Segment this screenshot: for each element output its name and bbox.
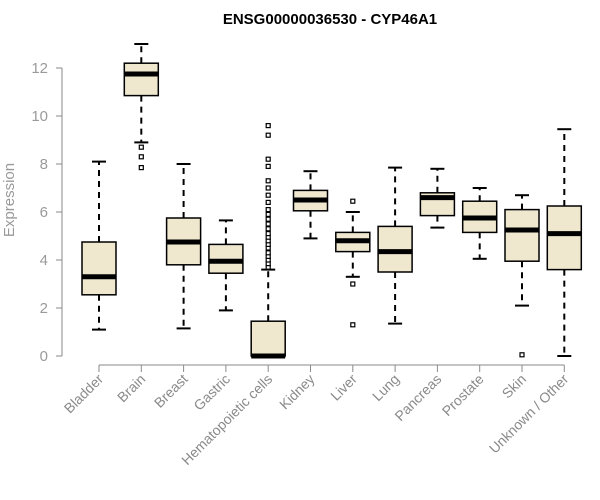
x-tick-label: Unknown / Other — [486, 371, 572, 457]
outlier-point — [265, 192, 271, 198]
outlier-point — [265, 163, 271, 169]
plot-area — [81, 43, 583, 359]
box-group — [504, 194, 540, 358]
outlier-point — [265, 250, 271, 256]
outlier-point — [265, 211, 271, 217]
x-tick-label: Breast — [151, 371, 191, 411]
outlier-point — [265, 132, 271, 138]
box-group — [123, 43, 160, 171]
outlier-point — [138, 165, 144, 171]
box-iqr — [504, 208, 540, 262]
chart-title: ENSG00000036530 - CYP46A1 — [223, 11, 437, 28]
box-group — [250, 122, 286, 359]
outlier-point — [265, 156, 271, 162]
outlier-point — [138, 154, 144, 160]
y-tick-label: 8 — [40, 156, 48, 173]
outlier-point — [265, 122, 271, 129]
outlier-point — [519, 352, 525, 358]
outlier-point — [265, 226, 271, 232]
outlier-point — [265, 216, 271, 222]
y-tick-label: 2 — [40, 300, 48, 317]
outlier-point — [265, 199, 271, 205]
box-group — [208, 219, 244, 312]
box-iqr — [546, 205, 583, 271]
x-tick-label: Bladder — [61, 371, 107, 417]
outlier-point — [350, 281, 356, 287]
box-group — [546, 128, 583, 357]
outlier-point — [138, 144, 144, 150]
box-group — [335, 198, 371, 328]
y-axis-label: Expression — [1, 163, 18, 237]
y-tick-label: 10 — [31, 108, 48, 125]
outlier-point — [265, 221, 271, 227]
box-group — [377, 166, 413, 325]
box-group — [165, 163, 202, 330]
y-tick-label: 6 — [40, 204, 48, 221]
x-tick-label: Pancreas — [391, 371, 444, 424]
x-tick-label: Kidney — [276, 371, 318, 413]
outlier-point — [350, 322, 356, 328]
box-group — [461, 187, 498, 260]
x-tick-label: Brain — [114, 371, 148, 405]
x-tick-label: Skin — [499, 371, 530, 402]
box-group — [292, 170, 329, 240]
y-tick-label: 12 — [31, 60, 48, 77]
outlier-point — [265, 178, 271, 184]
x-tick-label: Liver — [327, 371, 360, 404]
y-axis: 0 2 4 6 8 10 12 — [31, 60, 63, 365]
outlier-point — [265, 231, 271, 237]
outlier-point — [265, 185, 271, 191]
box-iqr — [123, 62, 160, 97]
box-iqr — [250, 320, 286, 357]
box-group — [419, 167, 456, 229]
outlier-point — [350, 198, 356, 204]
x-tick-label: Prostate — [439, 371, 487, 419]
y-tick-label: 0 — [40, 348, 48, 365]
y-tick-label: 4 — [40, 252, 48, 269]
box-group — [81, 160, 117, 331]
outlier-point — [265, 207, 271, 213]
box-iqr — [81, 241, 117, 296]
x-tick-label: Lung — [369, 371, 402, 404]
